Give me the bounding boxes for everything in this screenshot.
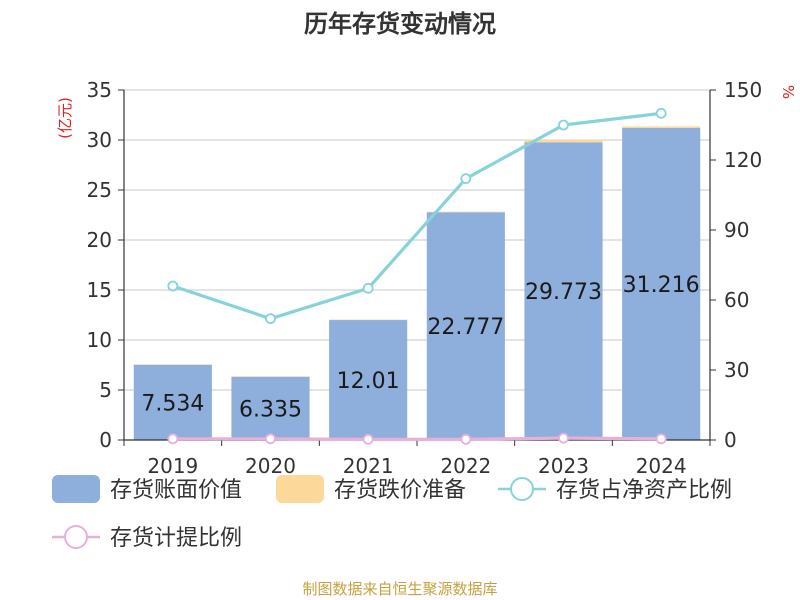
x-tick-label: 2021 — [343, 454, 394, 478]
bar-impairment-reserve — [622, 126, 701, 128]
x-tick-label: 2024 — [636, 454, 687, 478]
legend-marker — [64, 525, 88, 549]
bar-data-label: 31.216 — [623, 273, 700, 298]
line-net-asset-ratio — [172, 111, 662, 321]
lines-group — [167, 107, 667, 445]
chart-title: 历年存货变动情况 — [304, 10, 496, 38]
legend-swatch — [52, 475, 100, 503]
x-tick-label: 2022 — [440, 454, 491, 478]
point-provision-ratio — [362, 433, 374, 445]
point-net-asset-ratio — [460, 173, 472, 185]
point-provision-ratio — [558, 432, 569, 444]
legend-marker — [510, 477, 534, 501]
left-tick-label: 30 — [87, 128, 112, 152]
point-provision-ratio — [655, 433, 667, 445]
right-tick-label: 120 — [724, 148, 762, 172]
bar-data-label: 29.773 — [525, 280, 602, 305]
point-net-asset-ratio — [655, 107, 667, 119]
left-tick-label: 25 — [87, 178, 112, 202]
line-provision-ratio — [172, 436, 662, 441]
right-tick-label: 0 — [724, 428, 737, 452]
left-tick-label: 35 — [87, 78, 112, 102]
bar-impairment-reserve — [329, 319, 408, 321]
gridlines — [124, 89, 710, 391]
left-tick-label: 15 — [87, 278, 112, 302]
bar-data-label: 7.534 — [141, 391, 204, 416]
point-net-asset-ratio — [265, 313, 276, 325]
right-tick-label: 150 — [724, 78, 762, 102]
right-tick-label: 30 — [724, 358, 749, 382]
legend-label: 存货账面价值 — [110, 478, 242, 503]
bar-data-label: 12.01 — [337, 369, 400, 394]
left-tick-label: 10 — [87, 328, 112, 352]
bar-book-value — [622, 127, 701, 440]
bar-impairment-reserve — [231, 376, 310, 377]
legend-label: 存货计提比例 — [110, 526, 242, 551]
left-tick-label: 20 — [87, 228, 112, 252]
legend-swatch — [276, 475, 324, 503]
x-tick-label: 2023 — [538, 454, 589, 478]
x-tick-label: 2020 — [245, 454, 296, 478]
left-axis-unit: (亿元) — [56, 97, 74, 139]
legend-label: 存货跌价准备 — [334, 478, 466, 503]
bar-impairment-reserve — [133, 364, 212, 365]
legend-label: 存货占净资产比例 — [556, 478, 732, 503]
bar-data-label: 6.335 — [239, 397, 302, 422]
x-tick-label: 2019 — [147, 454, 198, 478]
bar-book-value — [426, 212, 505, 440]
point-provision-ratio — [460, 433, 472, 445]
left-tick-label: 5 — [99, 378, 112, 402]
bar-impairment-reserve — [524, 139, 603, 143]
bar-book-value — [133, 364, 212, 440]
axes: 0 5 10 15 20 25 30 35 0 30 60 90 120 150 2019 2020 2021 2… — [87, 78, 763, 478]
point-net-asset-ratio — [558, 119, 569, 131]
right-tick-label: 60 — [724, 288, 749, 312]
bar-impairment-reserve — [426, 211, 505, 213]
left-tick-label: 0 — [99, 428, 112, 452]
right-axis-unit: % — [779, 85, 797, 99]
point-net-asset-ratio — [167, 280, 179, 292]
bar-data-label: 22.777 — [427, 315, 504, 340]
bar-book-value — [329, 319, 408, 440]
bar-book-value — [524, 142, 603, 440]
point-provision-ratio — [167, 433, 179, 445]
point-net-asset-ratio — [362, 282, 374, 294]
bars-group: 7.534 6.335 12.01 22.777 29.773 31.216 — [133, 126, 701, 440]
point-provision-ratio — [265, 433, 276, 445]
right-tick-label: 90 — [724, 218, 749, 242]
bar-book-value — [231, 376, 310, 440]
data-source: 制图数据来自恒生聚源数据库 — [302, 580, 497, 598]
